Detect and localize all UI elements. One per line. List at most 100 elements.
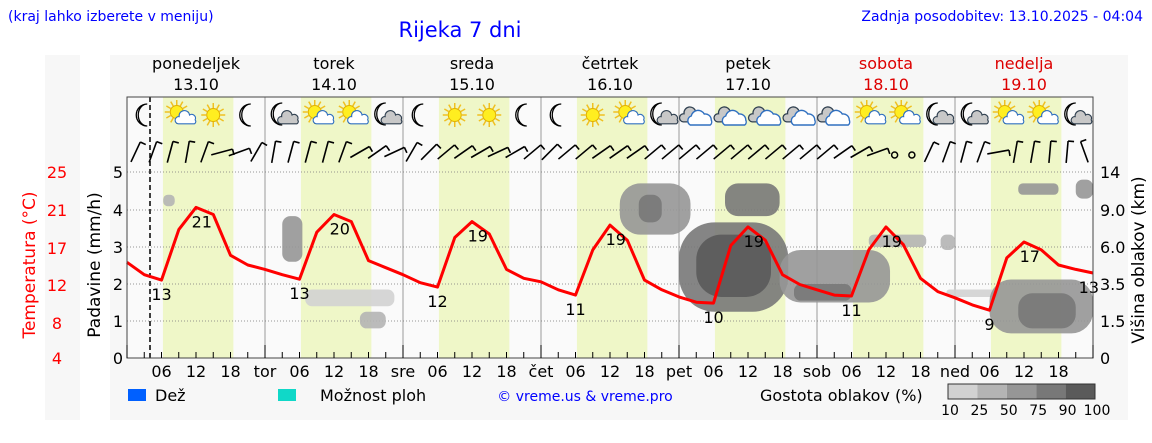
- wind-barb-icon: [799, 144, 822, 160]
- barb-flag: [368, 146, 374, 153]
- sun-ray: [354, 105, 361, 110]
- sun-ray: [303, 114, 310, 119]
- barb-shaft: [523, 144, 542, 160]
- day-date: 15.10: [449, 75, 495, 94]
- cloud-icon: [656, 110, 679, 125]
- temp-label: 20: [330, 220, 350, 239]
- x-tick-label: 12: [186, 362, 206, 381]
- sun-ray: [614, 105, 620, 110]
- barb-shaft: [228, 147, 250, 157]
- cloud-patch: [305, 289, 395, 307]
- sun-ray: [890, 105, 896, 110]
- barb-shaft: [695, 144, 714, 160]
- cloud-icon: [687, 109, 713, 126]
- barb-flag: [729, 144, 736, 151]
- sun-ray: [855, 105, 862, 110]
- x-tick-label: 18: [910, 362, 930, 381]
- barb-flag: [310, 140, 317, 144]
- wind-barb-icon: [420, 143, 442, 161]
- barb-flag: [556, 143, 563, 150]
- cloud-patch: [725, 183, 780, 217]
- sun-ray: [352, 101, 356, 107]
- cloud-icon: [347, 110, 369, 125]
- barb-shaft: [304, 141, 312, 163]
- density-frame: [947, 383, 1096, 400]
- barb-shaft: [338, 141, 348, 163]
- cloud-icon: [816, 106, 851, 126]
- barb-shaft: [130, 141, 141, 163]
- x-tick-label: 12: [462, 362, 482, 381]
- sun-ray: [855, 114, 862, 119]
- wind-barb-icon: [523, 144, 546, 160]
- barb-flag: [574, 144, 580, 151]
- density-swatch: [977, 384, 1007, 399]
- sun-ray: [478, 117, 484, 122]
- x-day-label: čet: [529, 362, 554, 381]
- wind-barb-icon: [609, 145, 632, 159]
- legend-cloud-density-label: Gostota oblakov (%): [760, 386, 923, 405]
- cloud-icon: [1070, 110, 1093, 125]
- sun-ray: [308, 101, 312, 107]
- credit-link[interactable]: © vreme.us & vreme.pro: [497, 389, 672, 405]
- sun-disc: [206, 108, 221, 122]
- x-tick-label: 06: [841, 362, 861, 381]
- cloud-icon: [277, 110, 299, 125]
- sun-ray: [170, 117, 174, 123]
- cloud-icon: [721, 109, 747, 126]
- barb-flag: [644, 145, 649, 152]
- barb-flag: [798, 144, 805, 151]
- cloud-icon: [756, 109, 782, 126]
- wind-barb-icon: [1079, 138, 1089, 163]
- barb-flag: [1034, 140, 1041, 143]
- legend-showers-swatch: [278, 389, 296, 401]
- sun-cloud-icon: [302, 100, 335, 125]
- moon-icon: [549, 103, 562, 127]
- cloud-height-tick: 0: [1100, 349, 1110, 368]
- x-tick-label: 12: [324, 362, 344, 381]
- cloud-patch: [359, 311, 386, 329]
- barb-flag: [489, 146, 494, 153]
- wind-barb-icon: [1012, 140, 1024, 163]
- temp-label: 9: [984, 315, 994, 334]
- wind-barb-icon: [976, 140, 991, 163]
- sun-ray: [581, 108, 588, 113]
- wind-barb-icon: [987, 149, 1011, 157]
- cloud-icon: [825, 109, 851, 126]
- day-name: torek: [313, 54, 355, 73]
- barb-flag: [781, 144, 787, 151]
- sun-ray: [206, 104, 211, 110]
- wind-barb-icon: [287, 140, 300, 163]
- barb-flag: [695, 144, 701, 151]
- temp-label: 13: [289, 284, 309, 303]
- x-day-label: ned: [940, 362, 970, 381]
- barb-flag: [851, 145, 856, 152]
- sun-ray: [872, 105, 878, 110]
- cloud-patch: [940, 234, 955, 250]
- barb-shaft: [923, 141, 935, 163]
- sun-ray: [618, 117, 623, 123]
- cloud-icon: [1002, 110, 1025, 125]
- barb-flag: [1068, 140, 1075, 143]
- wind-barb-icon: [200, 140, 215, 163]
- sun-ray: [894, 101, 899, 107]
- daylight-band: [162, 97, 234, 358]
- wind-barb-icon: [678, 144, 701, 160]
- barb-shaft: [609, 145, 629, 159]
- barb-shaft: [166, 141, 174, 163]
- barb-flag: [248, 147, 253, 155]
- barb-flag: [949, 140, 957, 145]
- cloud-icon: [790, 109, 816, 126]
- barb-shaft: [678, 144, 697, 160]
- day-name: sobota: [859, 54, 913, 73]
- sun-disc: [482, 108, 497, 122]
- sun-ray: [890, 114, 896, 119]
- barb-shaft: [148, 141, 158, 163]
- sun-ray: [218, 117, 225, 122]
- sun-ray: [586, 120, 590, 126]
- wind-barb-icon: [764, 144, 787, 160]
- sun-ray: [998, 117, 1002, 123]
- sun-ray: [482, 104, 487, 110]
- sun-ray: [1028, 105, 1034, 110]
- barb-shaft: [1079, 141, 1089, 163]
- sun-ray: [904, 101, 908, 107]
